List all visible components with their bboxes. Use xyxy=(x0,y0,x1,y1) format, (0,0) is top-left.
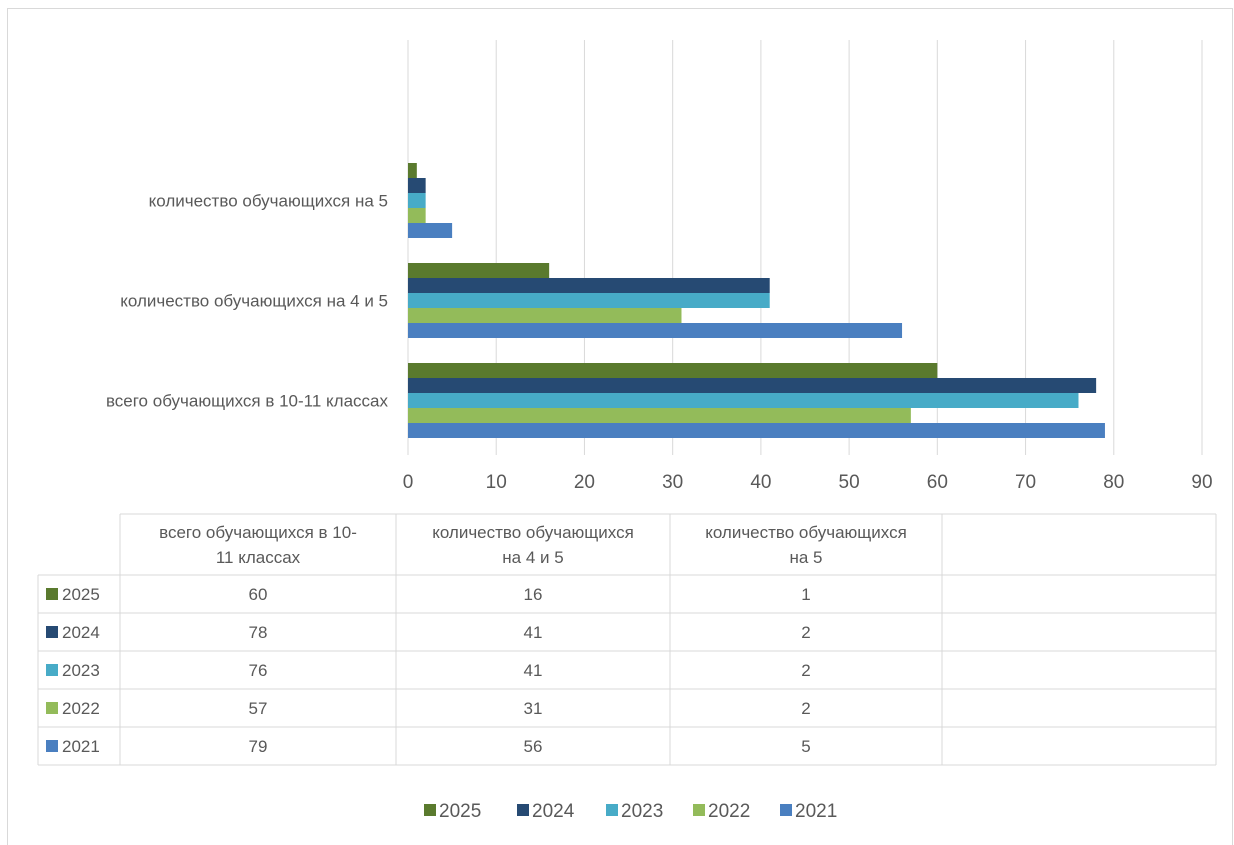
x-tick-label: 10 xyxy=(486,472,507,493)
table-cell: 56 xyxy=(524,737,543,756)
table-row-label: 2022 xyxy=(62,699,100,718)
x-tick-label: 70 xyxy=(1015,472,1036,493)
bar-2021-1 xyxy=(408,323,903,338)
table-cell: 41 xyxy=(524,623,543,642)
table-cell: 2 xyxy=(801,623,810,642)
legend-swatch-2025 xyxy=(424,804,436,816)
table-cell: 41 xyxy=(524,661,543,680)
table-row-label: 2021 xyxy=(62,737,100,756)
legend-label: 2023 xyxy=(621,801,663,822)
x-tick-label: 30 xyxy=(662,472,683,493)
legend-label: 2022 xyxy=(708,801,750,822)
bar-2022-2 xyxy=(408,208,426,223)
x-tick-label: 80 xyxy=(1103,472,1124,493)
bar-2023-1 xyxy=(408,293,770,308)
legend-key-2023 xyxy=(46,664,58,676)
table-cell: 16 xyxy=(524,585,543,604)
legend-key-2025 xyxy=(46,588,58,600)
table-cell: 60 xyxy=(249,585,268,604)
table-cell: 2 xyxy=(801,661,810,680)
legend-label: 2021 xyxy=(795,801,837,822)
legend-key-2021 xyxy=(46,740,58,752)
legend-key-2024 xyxy=(46,626,58,638)
bar-2025-1 xyxy=(408,263,550,278)
legend-swatch-2021 xyxy=(780,804,792,816)
legend-label: 2024 xyxy=(532,801,575,822)
legend-swatch-2022 xyxy=(693,804,705,816)
table-cell: 5 xyxy=(801,737,810,756)
bar-2022-0 xyxy=(408,408,911,423)
table-cell: 76 xyxy=(249,661,268,680)
bar-2021-2 xyxy=(408,223,453,238)
bar-2021-0 xyxy=(408,423,1105,438)
bar-2025-0 xyxy=(408,363,938,378)
legend-swatch-2024 xyxy=(517,804,529,816)
bar-2022-1 xyxy=(408,308,682,323)
legend-label: 2025 xyxy=(439,801,481,822)
table-header: всего обучающихся в 10- xyxy=(159,523,357,542)
table-header: на 5 xyxy=(789,548,822,567)
table-row-label: 2024 xyxy=(62,623,100,642)
table-header: на 4 и 5 xyxy=(502,548,563,567)
table-cell: 2 xyxy=(801,699,810,718)
table-cell: 1 xyxy=(801,585,810,604)
x-tick-label: 60 xyxy=(927,472,948,493)
category-label: всего обучающихся в 10-11 классах xyxy=(106,392,389,411)
bar-2025-2 xyxy=(408,163,417,178)
table-cell: 79 xyxy=(249,737,268,756)
table-header: 11 классах xyxy=(216,548,301,567)
table-header: количество обучающихся xyxy=(432,523,634,542)
legend-key-2022 xyxy=(46,702,58,714)
x-tick-label: 0 xyxy=(403,472,414,493)
bar-2024-2 xyxy=(408,178,426,193)
bar-2023-0 xyxy=(408,393,1079,408)
table-row-label: 2023 xyxy=(62,661,100,680)
table-header: количество обучающихся xyxy=(705,523,907,542)
table-cell: 57 xyxy=(249,699,268,718)
x-tick-label: 50 xyxy=(839,472,860,493)
table-cell: 78 xyxy=(249,623,268,642)
category-label: количество обучающихся на 4 и 5 xyxy=(120,292,388,311)
x-tick-label: 90 xyxy=(1191,472,1212,493)
table-cell: 31 xyxy=(524,699,543,718)
bar-2024-0 xyxy=(408,378,1097,393)
x-tick-label: 40 xyxy=(750,472,771,493)
category-label: количество обучающихся на 5 xyxy=(149,192,388,211)
chart-frame xyxy=(7,8,1233,845)
bar-2023-2 xyxy=(408,193,426,208)
bar-2024-1 xyxy=(408,278,770,293)
table-row-label: 2025 xyxy=(62,585,100,604)
x-tick-label: 20 xyxy=(574,472,595,493)
legend-swatch-2023 xyxy=(606,804,618,816)
